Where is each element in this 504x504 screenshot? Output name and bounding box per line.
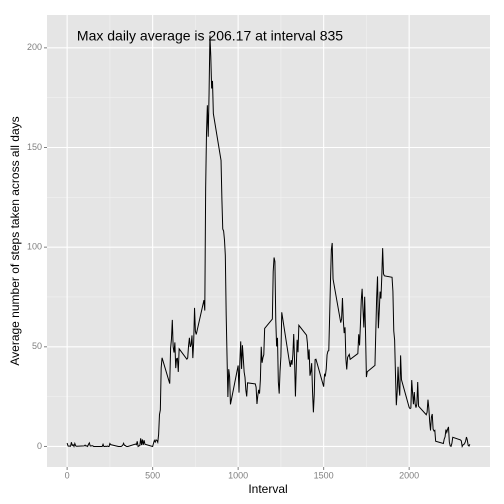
line <box>66 35 471 449</box>
y-tick-label: 100 <box>27 242 42 252</box>
x-tick-label: 500 <box>145 470 160 480</box>
y-tick-label: 0 <box>37 441 42 451</box>
y-tick-label: 200 <box>27 42 42 52</box>
x-tick-label: 1500 <box>314 470 334 480</box>
annotation: Max daily average is 206.17 at interval … <box>77 28 343 44</box>
plot-panel <box>47 15 490 467</box>
x-tick-label: 2000 <box>399 470 419 480</box>
y-axis-title: Average number of steps taken across all… <box>8 116 22 365</box>
x-axis-title: Interval <box>248 482 287 496</box>
x-tick-label: 0 <box>65 470 70 480</box>
y-tick-label: 150 <box>27 142 42 152</box>
y-tick-label: 50 <box>32 341 42 351</box>
x-tick-label: 1000 <box>228 470 248 480</box>
